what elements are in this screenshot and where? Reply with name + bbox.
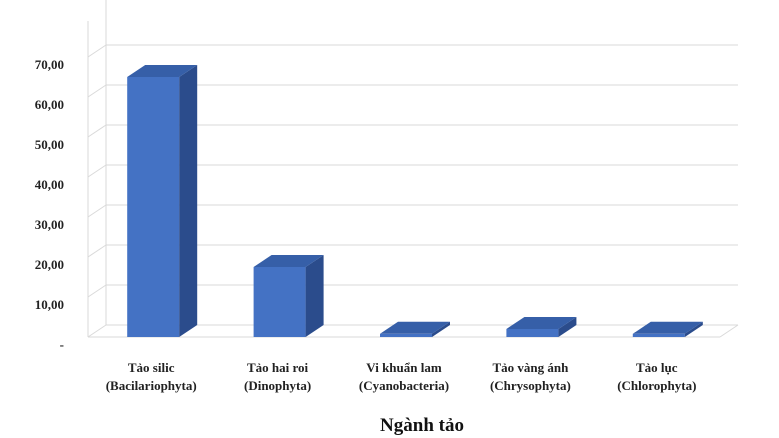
- category-label: (Cyanobacteria): [359, 378, 449, 393]
- gridline-depth: [87, 164, 107, 178]
- category-label: (Dinophyta): [244, 378, 311, 393]
- bar-top: [253, 255, 324, 267]
- bar-top: [380, 321, 450, 334]
- gridline-depth: [87, 84, 107, 98]
- x-axis-title: Ngành tảo: [380, 415, 464, 436]
- gridline-depth: [87, 44, 107, 58]
- bar: [380, 321, 450, 337]
- category-label: Tảo silic: [128, 360, 175, 375]
- gridline-depth: [87, 204, 107, 218]
- gridlines: [87, 0, 739, 338]
- y-tick-label: 60,00: [35, 97, 64, 112]
- category-label: (Chrysophyta): [490, 378, 571, 393]
- bar-front: [253, 267, 306, 337]
- category-label: (Bacilariophyta): [106, 378, 197, 393]
- bar: [253, 255, 324, 337]
- bar-side: [305, 255, 324, 337]
- gridline-depth: [87, 284, 107, 298]
- bar: [127, 65, 198, 337]
- x-axis-categories: Tảo silic (Bacilariophyta) Tảo hai roi (Din…: [106, 360, 697, 393]
- category-label: Tảo lục: [636, 360, 678, 375]
- y-tick-label: -: [60, 337, 64, 352]
- bar: [506, 317, 577, 337]
- gridline-depth: [87, 244, 107, 258]
- bar-side: [179, 65, 198, 337]
- gridline-depth: [87, 124, 107, 138]
- gridline-depth: [87, 324, 107, 338]
- y-tick-label: 20,00: [35, 257, 64, 272]
- bar-top: [632, 321, 703, 334]
- category-label: Tảo vàng ánh: [492, 360, 569, 375]
- y-tick-label: 10,00: [35, 297, 64, 312]
- category-label: (Chlorophyta): [617, 378, 696, 393]
- bar-top: [506, 317, 577, 329]
- bar-top: [127, 65, 198, 77]
- y-tick-label: 70,00: [35, 57, 64, 72]
- category-label: Tảo hai roi: [247, 360, 309, 375]
- bar-front: [506, 329, 559, 337]
- y-axis-ticks: - 10,00 20,00 30,00 40,00 50,00 60,00 70,00: [35, 57, 64, 352]
- bar: [632, 321, 703, 337]
- floor-right-edge: [719, 324, 739, 338]
- bar-side: [558, 317, 577, 337]
- bars: [127, 65, 703, 337]
- y-tick-label: 40,00: [35, 177, 64, 192]
- y-tick-label: 50,00: [35, 137, 64, 152]
- bar-front: [632, 333, 685, 337]
- bar-front: [127, 77, 180, 337]
- bar-front: [380, 333, 432, 337]
- bar-side: [684, 321, 703, 337]
- category-label: Vi khuẩn lam: [366, 360, 442, 375]
- y-tick-label: 30,00: [35, 217, 64, 232]
- bar-side: [432, 321, 450, 337]
